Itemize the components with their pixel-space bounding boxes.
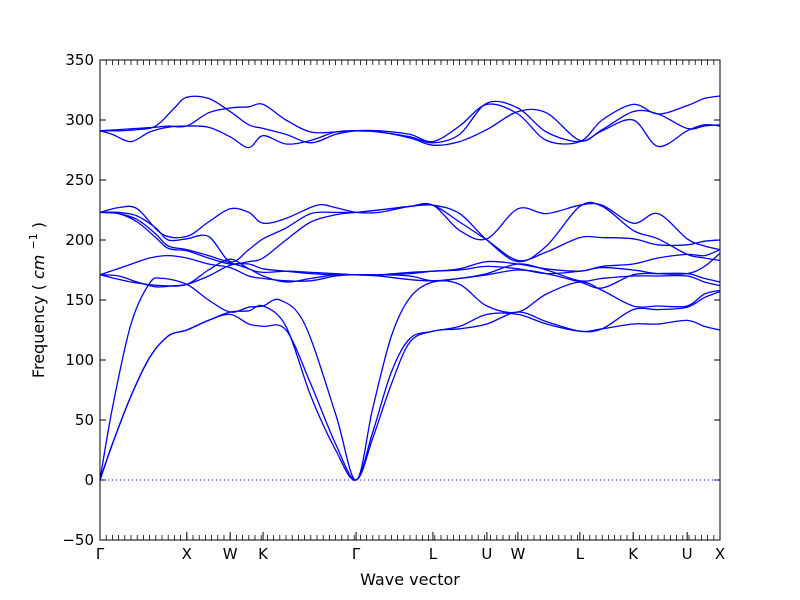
y-tick-label: 50 xyxy=(75,411,94,429)
y-tick-label: 350 xyxy=(65,51,94,69)
y-tick-label: 0 xyxy=(84,471,94,489)
y-tick-label: −50 xyxy=(62,531,94,549)
x-tick-label: W xyxy=(223,545,238,563)
x-tick-label: L xyxy=(576,545,585,563)
phonon-branch-line xyxy=(99,311,721,481)
x-tick-label: K xyxy=(258,545,269,563)
x-axis-label: Wave vector xyxy=(360,570,460,589)
phonon-branch-line xyxy=(99,201,721,263)
x-tick-label: Γ xyxy=(96,545,105,563)
x-tick-label: W xyxy=(510,545,525,563)
y-axis-label: Frequency ( cm −1 ) xyxy=(22,222,48,378)
tick-marks xyxy=(99,59,721,541)
phonon-branch-line xyxy=(99,277,721,481)
y-tick-labels: −50 0 50 100 150 200 250 300 350 xyxy=(62,51,94,549)
x-tick-label: U xyxy=(682,545,693,563)
x-tick-label: Γ xyxy=(352,545,361,563)
y-tick-label: 300 xyxy=(65,111,94,129)
x-tick-label: X xyxy=(182,545,192,563)
y-axis-label-text: Frequency xyxy=(29,295,48,378)
dispersion-curves xyxy=(99,95,721,481)
phonon-branch-line xyxy=(99,95,721,145)
y-axis-label-close: ) xyxy=(29,222,48,228)
phonon-branch-line xyxy=(99,252,721,287)
y-axis-label-unit: cm xyxy=(29,255,48,279)
y-axis-label-open: ( xyxy=(29,284,48,290)
x-tick-label: U xyxy=(481,545,492,563)
phonon-branch-line xyxy=(99,100,721,149)
phonon-branch-line xyxy=(99,103,721,146)
x-tick-label: L xyxy=(429,545,438,563)
y-tick-label: 150 xyxy=(65,291,94,309)
y-tick-label: 250 xyxy=(65,171,94,189)
phonon-branch-line xyxy=(99,211,721,283)
phonon-branch-line xyxy=(99,202,721,251)
plot-area-frame xyxy=(99,59,721,541)
phonon-branch-line xyxy=(99,290,721,481)
x-tick-label: K xyxy=(628,545,639,563)
y-tick-label: 100 xyxy=(65,351,94,369)
y-tick-label: 200 xyxy=(65,231,94,249)
y-axis-label-unit-exp: −1 xyxy=(27,233,40,249)
x-tick-label: X xyxy=(715,545,725,563)
